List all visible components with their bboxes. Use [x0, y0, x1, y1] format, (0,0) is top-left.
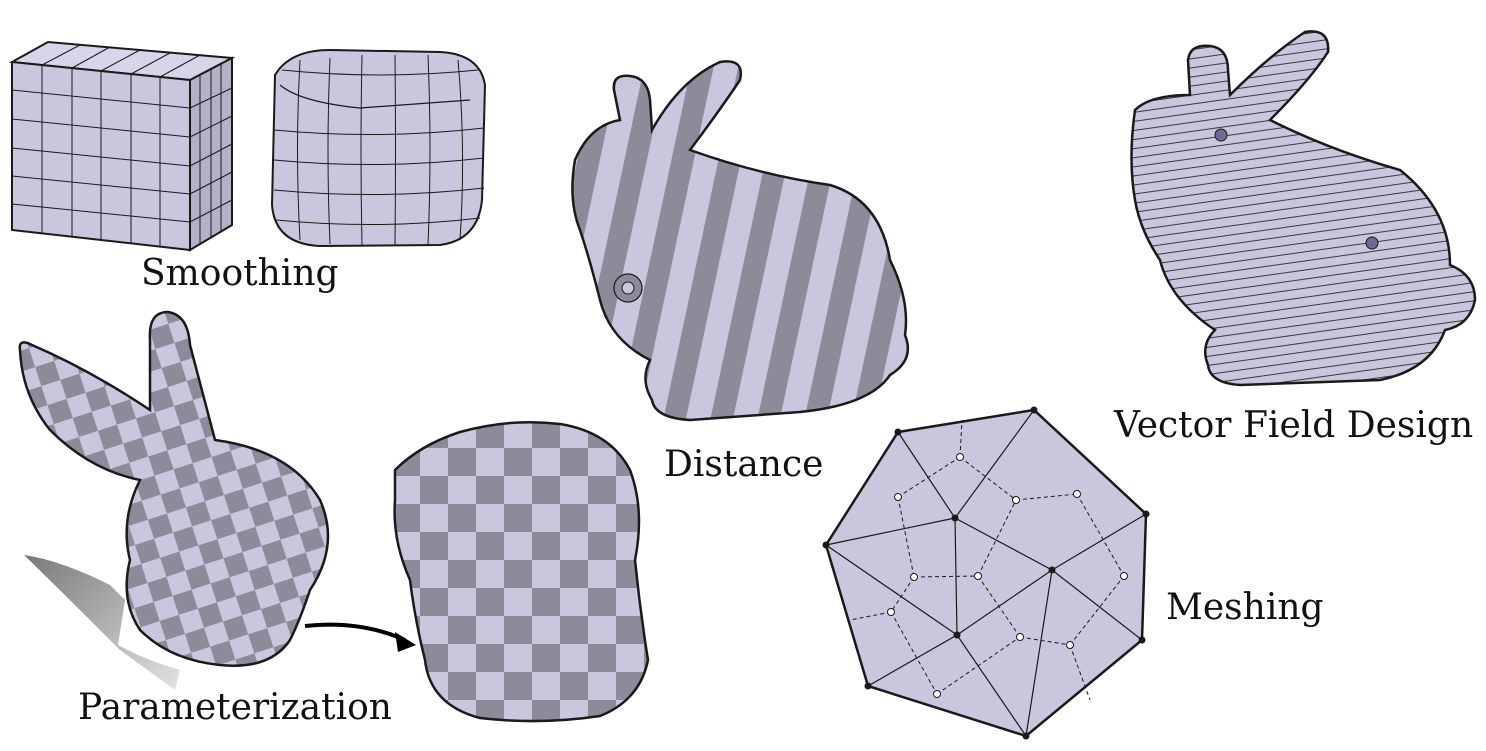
label-distance: Distance: [664, 444, 824, 485]
label-smoothing: Smoothing: [141, 253, 339, 294]
mapping-arrow: [304, 622, 416, 652]
cube-model: [8, 40, 236, 252]
label-meshing: Meshing: [1166, 587, 1324, 628]
label-parameterization: Parameterization: [78, 687, 392, 728]
vector-field-bunny-model: [1130, 30, 1477, 387]
parameter-domain: [393, 420, 650, 723]
meshing-polygon: [822, 406, 1150, 740]
distance-bunny-model: [571, 60, 910, 422]
rounded-cube-model: [270, 48, 487, 248]
parameterization-bunny-model: [18, 310, 330, 690]
label-vector-field-design: Vector Field Design: [1114, 405, 1474, 446]
